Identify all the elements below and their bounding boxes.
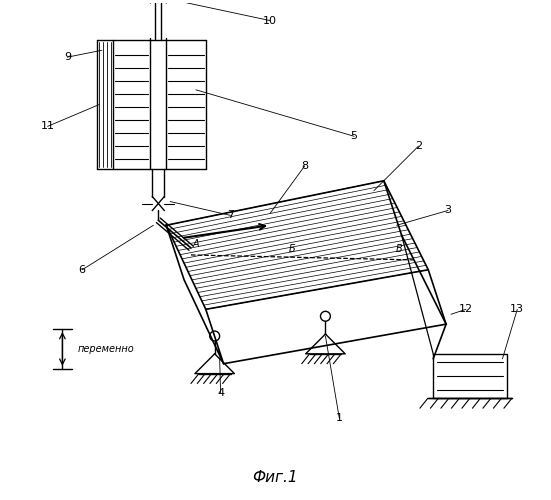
Text: 6: 6	[79, 265, 85, 275]
Text: 12: 12	[459, 304, 473, 314]
Text: 13: 13	[510, 304, 525, 314]
Text: 1: 1	[336, 413, 343, 423]
Text: 11: 11	[41, 122, 55, 132]
Text: переменно: переменно	[77, 344, 134, 354]
Text: 10: 10	[263, 16, 277, 26]
Text: Фиг.1: Фиг.1	[252, 470, 298, 485]
Text: 8: 8	[301, 161, 308, 171]
Text: А: А	[193, 239, 199, 249]
Text: 3: 3	[445, 206, 452, 216]
Text: 9: 9	[64, 52, 71, 62]
Text: 2: 2	[415, 141, 422, 151]
Text: В: В	[395, 244, 402, 254]
Text: Б: Б	[289, 244, 296, 254]
Text: 4: 4	[217, 388, 224, 398]
Text: 5: 5	[350, 132, 358, 141]
Text: 7: 7	[227, 210, 234, 220]
